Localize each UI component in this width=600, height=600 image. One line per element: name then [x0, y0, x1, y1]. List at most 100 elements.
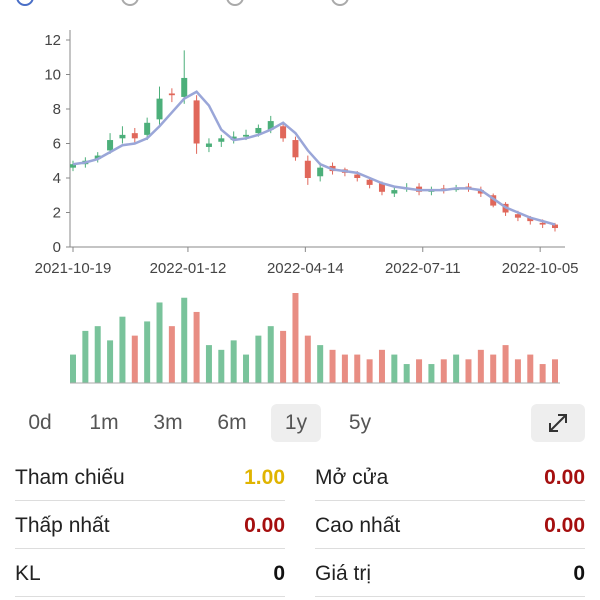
legend-label: MA100 [366, 0, 414, 4]
volume-bar [205, 345, 212, 383]
stats-row: KL 0 Giá trị 0 [0, 551, 600, 597]
legend-label: MA20 [156, 0, 195, 4]
expand-icon [549, 414, 567, 432]
candle-body [391, 190, 398, 194]
candle-body [539, 222, 546, 225]
volume-bar [416, 359, 423, 383]
legend-label: MA10 [51, 0, 90, 4]
y-tick-label: 6 [53, 136, 61, 153]
candle-body [255, 127, 262, 134]
volume-bar [317, 345, 324, 383]
volume-bar [119, 316, 126, 383]
volume-bar [440, 359, 447, 383]
y-tick-label: 8 [53, 101, 61, 118]
expand-button[interactable] [531, 404, 585, 442]
range-button[interactable]: 6m [217, 411, 247, 434]
x-tick-label: 2022-01-12 [150, 260, 227, 277]
volume-bar [144, 321, 151, 383]
stat-label: Giá trị [315, 562, 372, 585]
range-button[interactable]: 1m [89, 411, 119, 434]
candle-body [267, 121, 274, 130]
range-bar: 0d 1m 3m 6m 1y 5y [0, 404, 600, 442]
x-tick-label: 2022-10-05 [502, 260, 579, 277]
volume-bar [181, 297, 188, 383]
range-button[interactable]: 5y [348, 411, 372, 434]
volume-bar [107, 340, 114, 383]
candle-body [304, 160, 311, 178]
volume-bar [168, 326, 175, 383]
stat-value: 0.00 [544, 466, 585, 489]
volume-bar [82, 330, 89, 383]
legend-marker [16, 0, 34, 6]
volume-bar [280, 330, 287, 383]
candle-body [477, 190, 484, 194]
stats-row: Tham chiếu 1.00 Mở cửa 0.00 [0, 455, 600, 501]
candle-body [156, 98, 163, 120]
ma-line [72, 90, 556, 226]
candle-body [490, 195, 497, 206]
legend-marker [331, 0, 349, 6]
stat-label: Cao nhất [315, 514, 401, 537]
candle-body [144, 122, 151, 135]
volume-bar [391, 354, 398, 383]
candle-body [366, 179, 373, 185]
candle-body [378, 183, 385, 192]
volume-bar [94, 326, 101, 383]
candle-body [292, 140, 299, 158]
candle-body [527, 217, 534, 222]
candle-body [193, 100, 200, 144]
y-tick-label: 12 [44, 32, 61, 49]
volume-bar [527, 354, 534, 383]
legend-marker [121, 0, 139, 6]
stat-label: Tham chiếu [15, 466, 125, 489]
range-button[interactable]: 0d [28, 411, 52, 434]
candle-body [107, 140, 114, 151]
candle-body [514, 214, 521, 218]
stats-row: Thấp nhất 0.00 Cao nhất 0.00 [0, 503, 600, 549]
volume-bar [131, 335, 138, 383]
stat-value: 0 [273, 562, 285, 585]
candle-body [94, 155, 101, 160]
volume-bar [428, 364, 435, 383]
volume-bar [267, 326, 274, 383]
volume-bar [490, 354, 497, 383]
volume-bar [552, 359, 558, 383]
candle-body [218, 138, 225, 142]
candle-body [243, 134, 250, 137]
volume-bar [255, 335, 262, 383]
volume-bar [292, 293, 299, 383]
stats-cell: Mở cửa 0.00 [315, 455, 585, 501]
volume-bar [502, 345, 509, 383]
stat-label: Thấp nhất [15, 514, 110, 537]
volume-bar [465, 359, 472, 383]
chart: MA10 MA20 MA50 MA100 0 2 4 6 8 10 12 2021-10-19 2022… [16, 0, 579, 384]
range-button[interactable]: 3m [153, 411, 183, 434]
candle-body [168, 93, 175, 96]
stat-value: 1.00 [244, 466, 285, 489]
candle-body [205, 143, 212, 147]
volume-bar [477, 349, 484, 383]
volume-bar [329, 349, 336, 383]
legend-marker [226, 0, 244, 6]
stats-cell: Tham chiếu 1.00 [15, 455, 285, 501]
legend-label: MA50 [261, 0, 300, 4]
range-button[interactable]: 1y [271, 404, 321, 442]
volume-bar [230, 340, 237, 383]
stat-label: Mở cửa [315, 466, 389, 489]
volume-bar [354, 354, 361, 383]
volume-bar [514, 359, 521, 383]
stats-cell: Cao nhất 0.00 [315, 503, 585, 549]
candle-body [70, 164, 76, 168]
candle-body [119, 134, 126, 139]
volume-bar [366, 359, 373, 383]
stats-cell: Thấp nhất 0.00 [15, 503, 285, 549]
candle-body [317, 167, 324, 177]
candle-body [280, 126, 287, 139]
y-tick-label: 10 [44, 67, 61, 84]
volume-bar [156, 302, 163, 383]
y-tick-label: 0 [53, 239, 61, 256]
candle-body [230, 136, 237, 141]
stat-value: 0.00 [244, 514, 285, 537]
stats-cell: Giá trị 0 [315, 551, 585, 597]
x-tick-label: 2022-07-11 [385, 260, 461, 277]
